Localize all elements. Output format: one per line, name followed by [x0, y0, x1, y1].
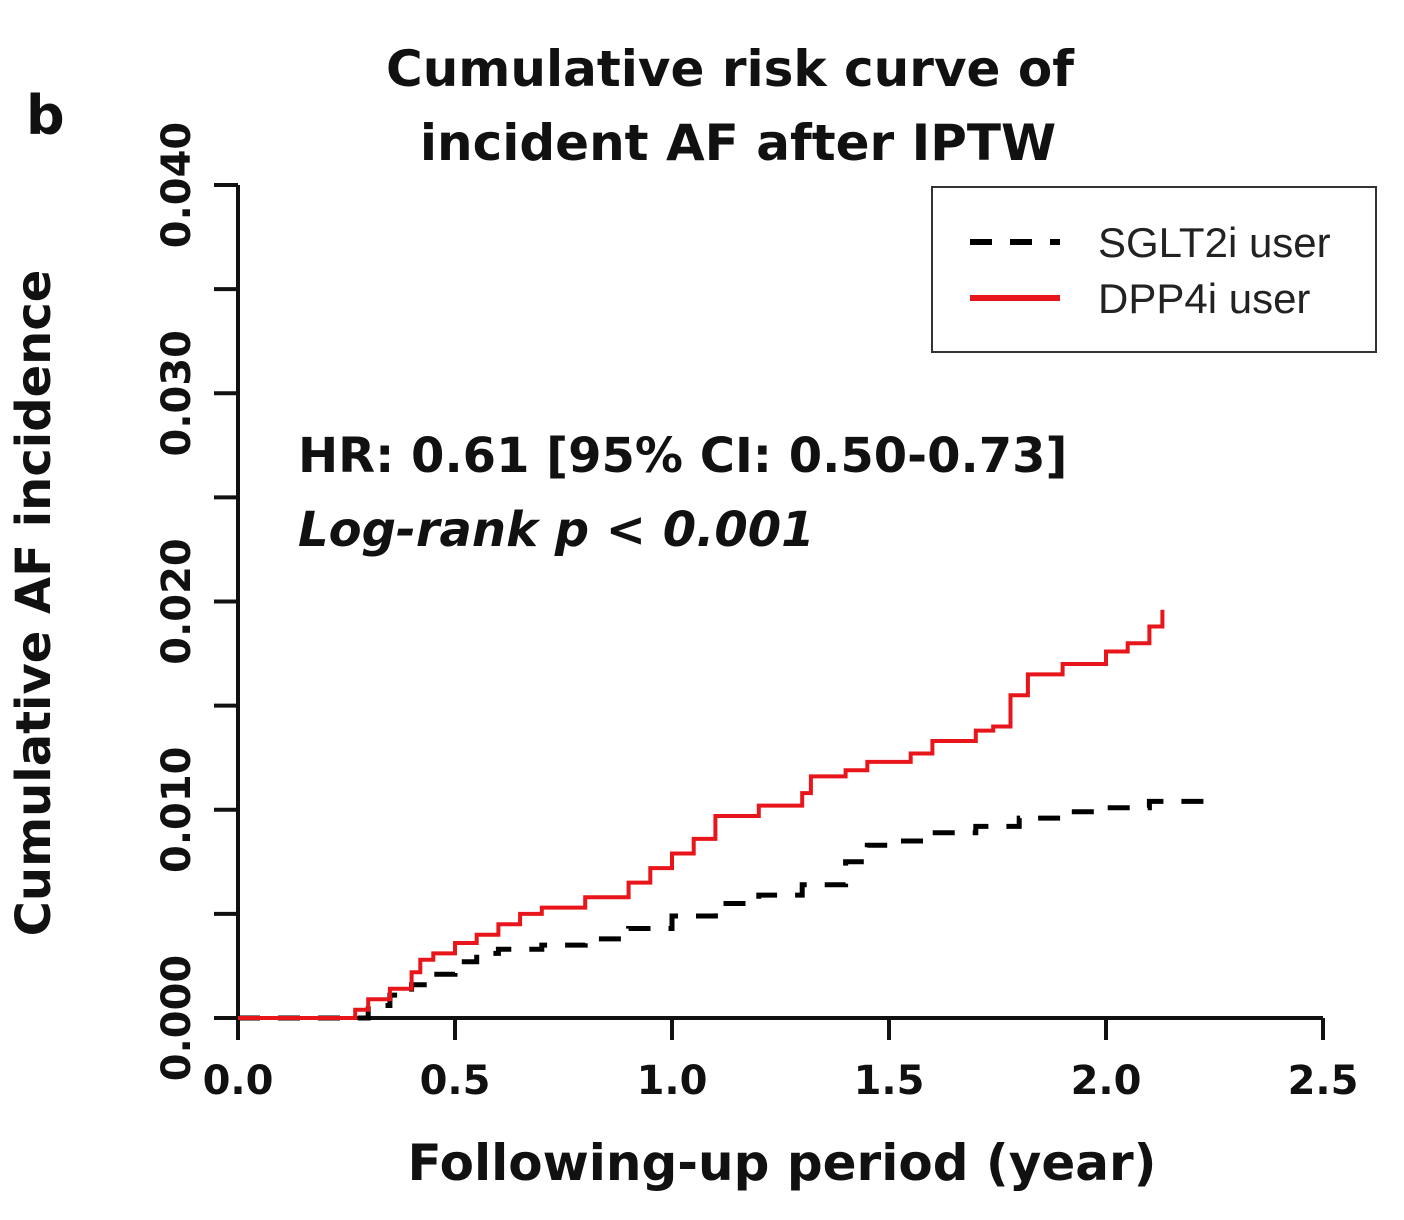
y-tick-label: 0.040 [154, 122, 200, 249]
series-line-dpp4i-user [238, 609, 1165, 1020]
legend-box [931, 186, 1377, 353]
logrank-annotation: Log-rank p < 0.001 [298, 502, 815, 558]
x-axis-ticks: 0.0 0.5 1.0 1.5 2.0 2.5 [203, 1018, 1359, 1104]
y-axis-label: Cumulative AF incidence [6, 270, 62, 937]
y-tick-label: 0.030 [154, 330, 200, 457]
x-axis-label: Following-up period (year) [407, 1134, 1156, 1192]
y-tick-label: 0.020 [154, 538, 200, 665]
x-tick-label: 0.5 [420, 1058, 491, 1104]
legend-label-dpp4i: DPP4i user [1098, 275, 1310, 322]
x-tick-label: 2.5 [1288, 1058, 1359, 1104]
x-tick-label: 1.5 [854, 1058, 925, 1104]
chart-title-line-2: incident AF after IPTW [420, 114, 1056, 172]
y-axis-ticks: 0.000 0.010 0.020 0.030 0.040 [154, 122, 238, 1082]
x-tick-label: 1.0 [637, 1058, 708, 1104]
series-line-sglt2i-user [238, 795, 1209, 1021]
legend-label-sglt2i: SGLT2i user [1098, 219, 1331, 266]
chart-title-line-1: Cumulative risk curve of [386, 40, 1075, 98]
series-layer [238, 609, 1209, 1021]
y-tick-label: 0.000 [154, 955, 200, 1082]
x-tick-label: 0.0 [203, 1058, 274, 1104]
hazard-ratio-annotation: HR: 0.61 [95% CI: 0.50-0.73] [298, 428, 1067, 484]
panel-label: b [26, 84, 65, 147]
y-tick-label: 0.010 [154, 746, 200, 873]
x-tick-label: 2.0 [1071, 1058, 1142, 1104]
legend: SGLT2i user DPP4i user [931, 186, 1377, 353]
